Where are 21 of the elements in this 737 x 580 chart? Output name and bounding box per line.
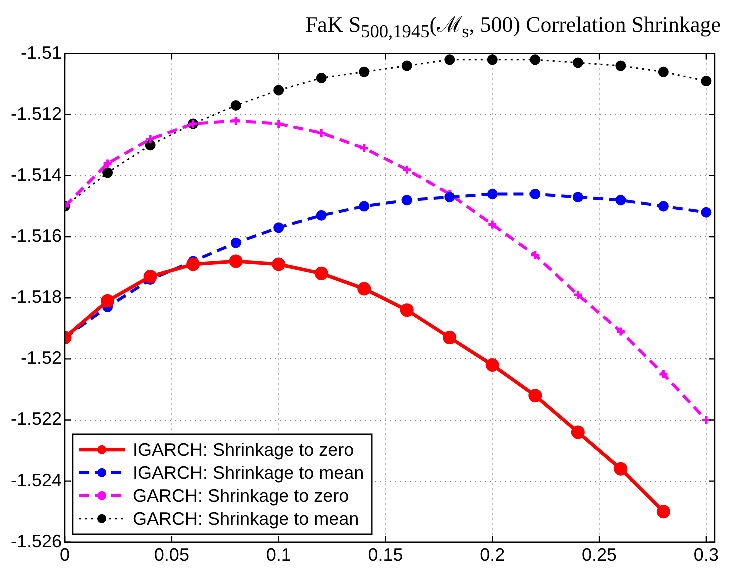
- x-tick-label: 0.25: [582, 545, 618, 566]
- y-tick-label: -1.526: [10, 531, 62, 552]
- x-tick-label: 0.1: [266, 545, 292, 566]
- chart-title: FaK S$_{500,1945}$(ℳ$_{s}$, 500) Correlation Shrinkage: [304, 11, 722, 42]
- x-tick-label: 0.2: [480, 545, 506, 566]
- x-tick-label: 0.05: [154, 545, 190, 566]
- legend-label: GARCH: Shrinkage to zero: [133, 486, 350, 506]
- x-tick-label: 0.15: [368, 545, 404, 566]
- legend-label: IGARCH: Shrinkage to zero: [133, 440, 354, 460]
- y-tick-label: -1.52: [21, 348, 62, 368]
- x-tick-label: 0: [60, 545, 70, 566]
- x-tick-label: 0.3: [694, 545, 719, 566]
- y-tick-label: -1.512: [10, 104, 62, 124]
- y-tick-label: -1.514: [10, 164, 62, 185]
- y-tick-label: -1.524: [10, 470, 62, 490]
- y-tick-label: -1.522: [10, 409, 62, 430]
- legend-label: GARCH: Shrinkage to mean: [133, 508, 360, 529]
- legend-label: IGARCH: Shrinkage to mean: [133, 462, 364, 483]
- y-tick-label: -1.51: [21, 42, 62, 63]
- y-tick-label: -1.516: [10, 226, 62, 246]
- y-tick-label: -1.518: [10, 287, 62, 308]
